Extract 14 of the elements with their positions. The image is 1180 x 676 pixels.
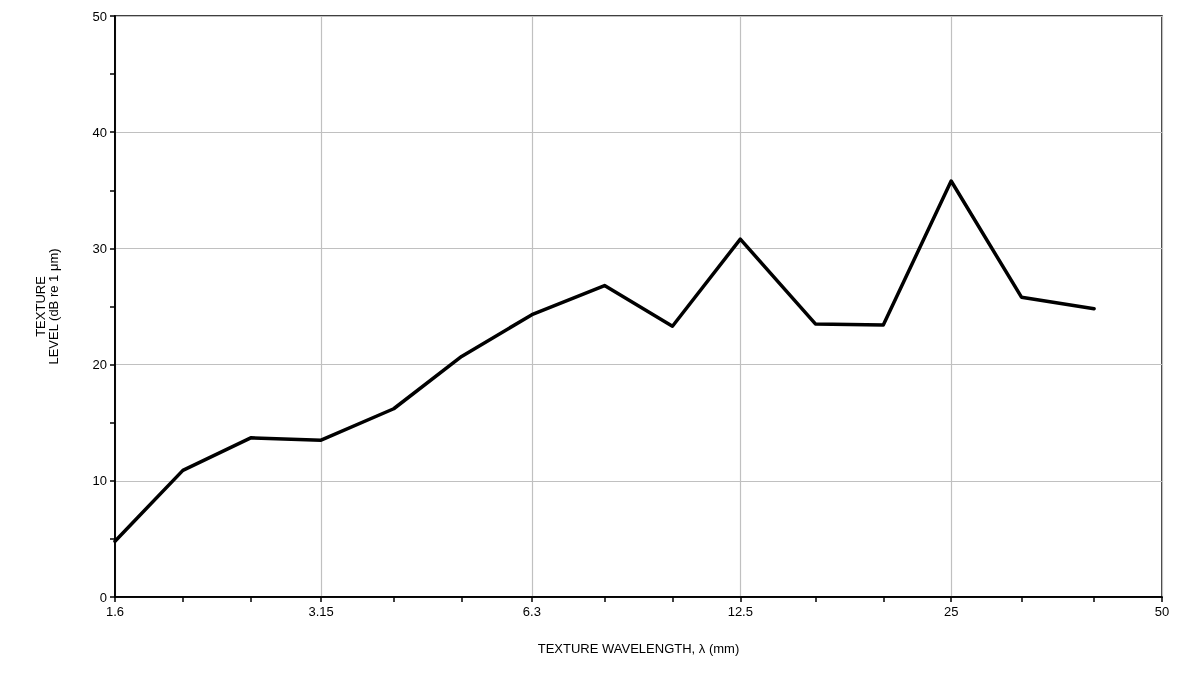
x-tick-label: 1.6 <box>105 604 125 619</box>
y-tick-label: 30 <box>92 240 107 256</box>
x-tick-label: 12.5 <box>727 604 753 619</box>
y-tick-label: 0 <box>99 589 107 605</box>
x-axis-title: TEXTURE WAVELENGTH, λ (mm) <box>537 641 740 656</box>
x-tick-label: 6.3 <box>522 604 541 619</box>
x-tick-label: 50 <box>1154 604 1170 619</box>
y-tick-label: 20 <box>92 357 107 373</box>
y-tick-label: 10 <box>92 473 107 489</box>
x-tick-label: 25 <box>943 604 959 619</box>
x-tick-label: 3.15 <box>308 604 334 619</box>
y-tick-label: 40 <box>92 124 107 140</box>
y-axis-title: TEXTURE LEVEL (dB re 1 μm) <box>33 248 61 365</box>
y-tick-label: 50 <box>92 8 107 24</box>
